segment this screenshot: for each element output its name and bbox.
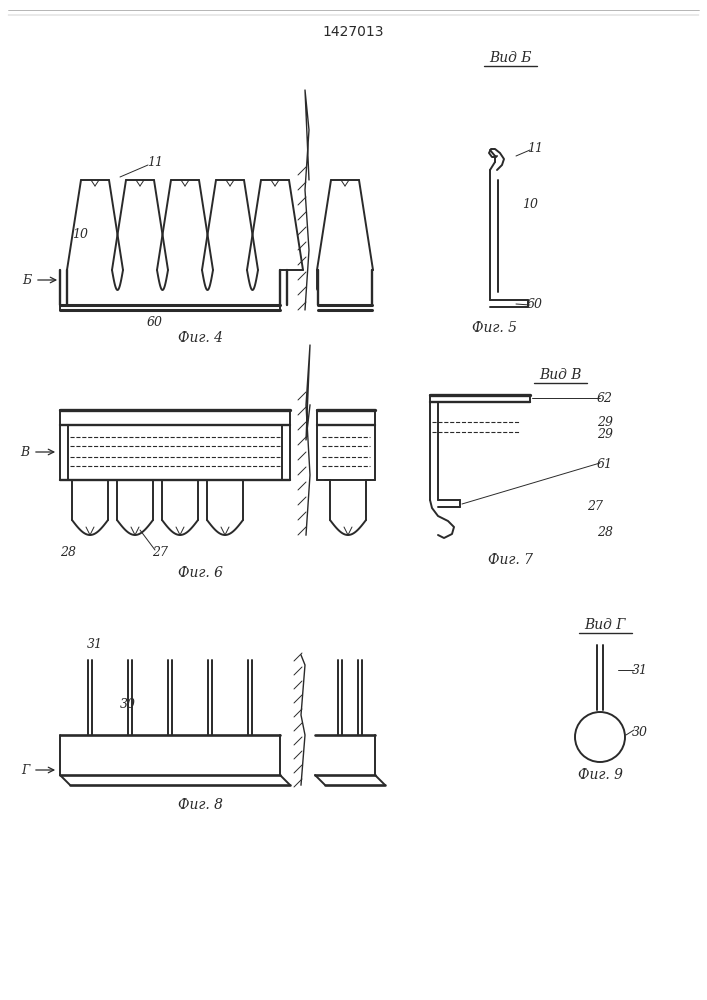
Text: 11: 11	[527, 141, 543, 154]
Text: 1427013: 1427013	[322, 25, 384, 39]
Text: Фиг. 4: Фиг. 4	[177, 331, 223, 345]
Text: 29: 29	[597, 428, 613, 440]
Text: 30: 30	[632, 726, 648, 738]
Text: 30: 30	[120, 698, 136, 712]
Text: 62: 62	[597, 391, 613, 404]
Text: 11: 11	[147, 155, 163, 168]
Text: Вид Г: Вид Г	[584, 618, 626, 632]
Text: Вид В: Вид В	[539, 368, 581, 382]
Text: Вид Б: Вид Б	[489, 51, 531, 65]
Text: 28: 28	[597, 526, 613, 538]
Text: Фиг. 9: Фиг. 9	[578, 768, 622, 782]
Text: 61: 61	[597, 458, 613, 472]
Text: Фиг. 5: Фиг. 5	[472, 321, 518, 335]
Text: Фиг. 7: Фиг. 7	[488, 553, 532, 567]
Text: 60: 60	[527, 298, 543, 310]
Text: Фиг. 6: Фиг. 6	[177, 566, 223, 580]
Text: 28: 28	[60, 546, 76, 560]
Text: Фиг. 8: Фиг. 8	[177, 798, 223, 812]
Text: 10: 10	[72, 229, 88, 241]
Text: Г: Г	[21, 764, 29, 776]
Text: Б: Б	[23, 273, 32, 286]
Text: 29: 29	[597, 416, 613, 428]
Text: 31: 31	[632, 664, 648, 676]
Text: 27: 27	[152, 546, 168, 560]
Text: 31: 31	[87, 639, 103, 652]
Text: В: В	[21, 446, 30, 458]
Text: 27: 27	[587, 499, 603, 512]
Text: 60: 60	[147, 316, 163, 328]
Text: 10: 10	[522, 198, 538, 212]
